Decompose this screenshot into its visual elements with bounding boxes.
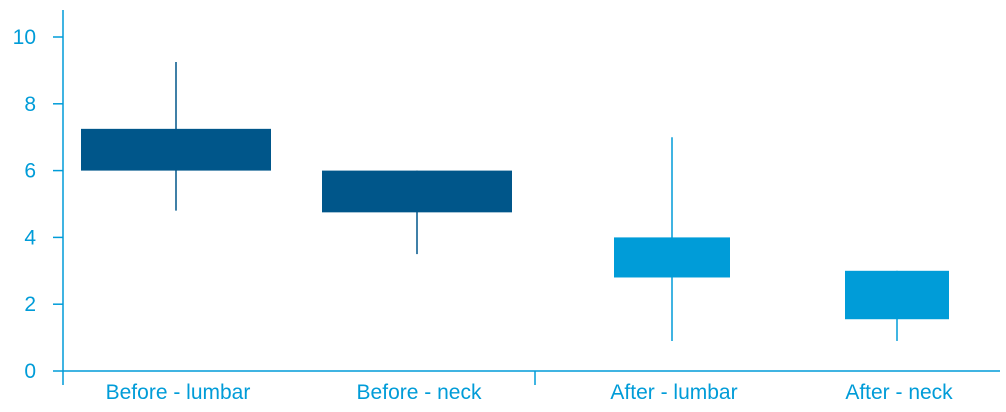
box-group — [845, 270, 949, 341]
axis-labels: 0 2 4 6 8 10 Before - lumbar Before - neck After… — [13, 26, 954, 404]
box-group — [322, 170, 512, 255]
y-tick-label: 6 — [24, 160, 36, 183]
y-tick-label: 4 — [24, 226, 36, 249]
y-tick-label: 8 — [24, 93, 36, 116]
y-tick-label: 2 — [24, 293, 36, 316]
axes — [53, 10, 1000, 385]
box-rect — [81, 128, 271, 171]
box-rect — [845, 270, 949, 320]
x-category-label: Before - lumbar — [106, 381, 251, 404]
x-category-label: After - lumbar — [610, 381, 737, 404]
y-tick-label: 0 — [24, 360, 36, 383]
x-category-label: After - neck — [845, 381, 953, 404]
chart-marks — [81, 62, 949, 341]
box-rect — [322, 170, 512, 213]
box-group — [81, 62, 271, 211]
box-group — [614, 137, 730, 341]
y-tick-label: 10 — [13, 26, 36, 49]
x-category-label: Before - neck — [357, 381, 482, 404]
box-rect — [614, 237, 730, 278]
